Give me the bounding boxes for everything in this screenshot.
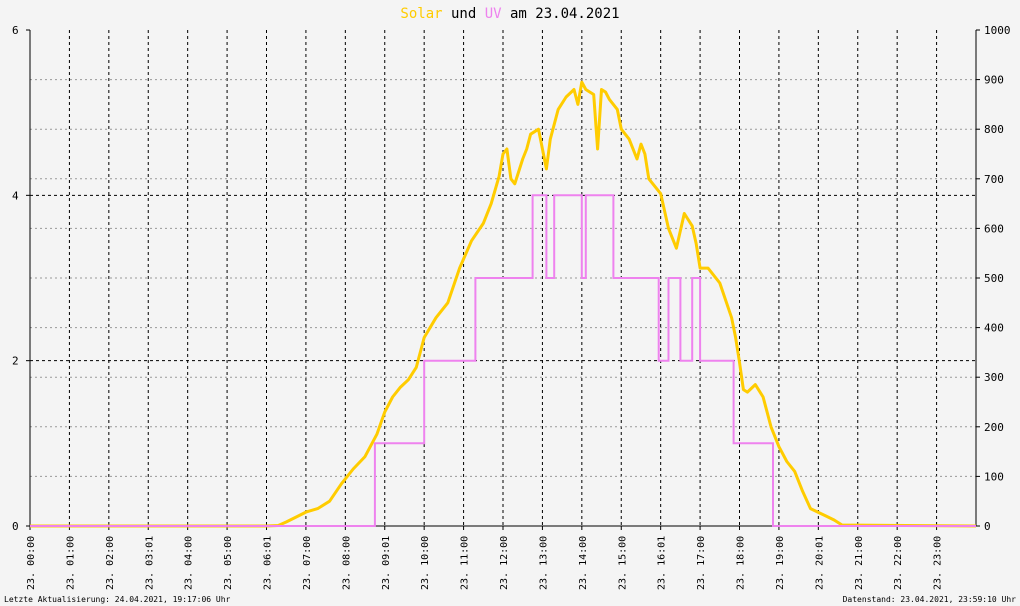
x-tick-label: 23. 01:00 — [65, 536, 76, 590]
x-tick-label: 23. 12:00 — [499, 536, 510, 590]
chart-title: Solar und UV am 23.04.2021 — [400, 6, 619, 22]
x-tick-label: 23. 00:00 — [26, 536, 37, 590]
x-tick-label: 23. 10:00 — [420, 536, 431, 590]
x-tick-label: 23. 04:00 — [184, 536, 195, 590]
y-right-tick-label: 1000 — [984, 24, 1011, 37]
y-left-tick-label: 4 — [12, 189, 19, 202]
chart-title-part: am 23.04.2021 — [502, 6, 620, 22]
series-solar-line — [30, 80, 977, 528]
x-tick-label: 23. 07:00 — [302, 536, 313, 590]
footer-last-update: Letzte Aktualisierung: 24.04.2021, 19:17… — [4, 595, 231, 604]
x-tick-label: 23. 08:00 — [341, 536, 352, 590]
y-right-tick-label: 400 — [984, 322, 1004, 335]
y-right-tick-label: 600 — [984, 222, 1004, 235]
x-tick-label: 23. 05:00 — [223, 536, 234, 590]
chart-title-part: UV — [485, 6, 502, 22]
series-uv-line — [30, 194, 976, 527]
y-right-tick-label: 200 — [984, 421, 1004, 434]
y-right-tick-label: 700 — [984, 173, 1004, 186]
chart-title-part: Solar — [400, 6, 442, 22]
x-tick-label: 23. 13:00 — [538, 536, 549, 590]
chart-title-part: und — [443, 6, 485, 22]
y-right-tick-label: 900 — [984, 74, 1004, 87]
x-tick-label: 23. 14:00 — [578, 536, 589, 590]
x-tick-label: 23. 23:00 — [933, 536, 944, 590]
y-right-tick-label: 500 — [984, 272, 1004, 285]
x-tick-label: 23. 09:01 — [381, 536, 392, 590]
x-tick-label: 23. 18:00 — [736, 536, 747, 590]
x-tick-label: 23. 22:00 — [893, 536, 904, 590]
y-right-tick-label: 300 — [984, 371, 1004, 384]
x-tick-label: 23. 17:00 — [696, 536, 707, 590]
x-tick-label: 23. 11:00 — [460, 536, 471, 590]
y-right-tick-label: 100 — [984, 470, 1004, 483]
x-tick-label: 23. 21:00 — [854, 536, 865, 590]
x-tick-label: 23. 15:00 — [617, 536, 628, 590]
y-right-tick-label: 0 — [984, 520, 991, 533]
y-left-tick-label: 6 — [12, 24, 19, 37]
x-tick-label: 23. 06:01 — [263, 536, 274, 590]
x-tick-label: 23. 03:01 — [144, 536, 155, 590]
y-left-tick-label: 2 — [12, 355, 19, 368]
footer-data-status: Datenstand: 23.04.2021, 23:59:10 Uhr — [843, 595, 1017, 604]
y-left-tick-label: 0 — [12, 520, 19, 533]
x-tick-label: 23. 16:01 — [657, 536, 668, 590]
x-tick-label: 23. 20:01 — [814, 536, 825, 590]
y-right-tick-label: 800 — [984, 123, 1004, 136]
x-tick-label: 23. 19:00 — [775, 536, 786, 590]
x-tick-label: 23. 02:00 — [105, 536, 116, 590]
